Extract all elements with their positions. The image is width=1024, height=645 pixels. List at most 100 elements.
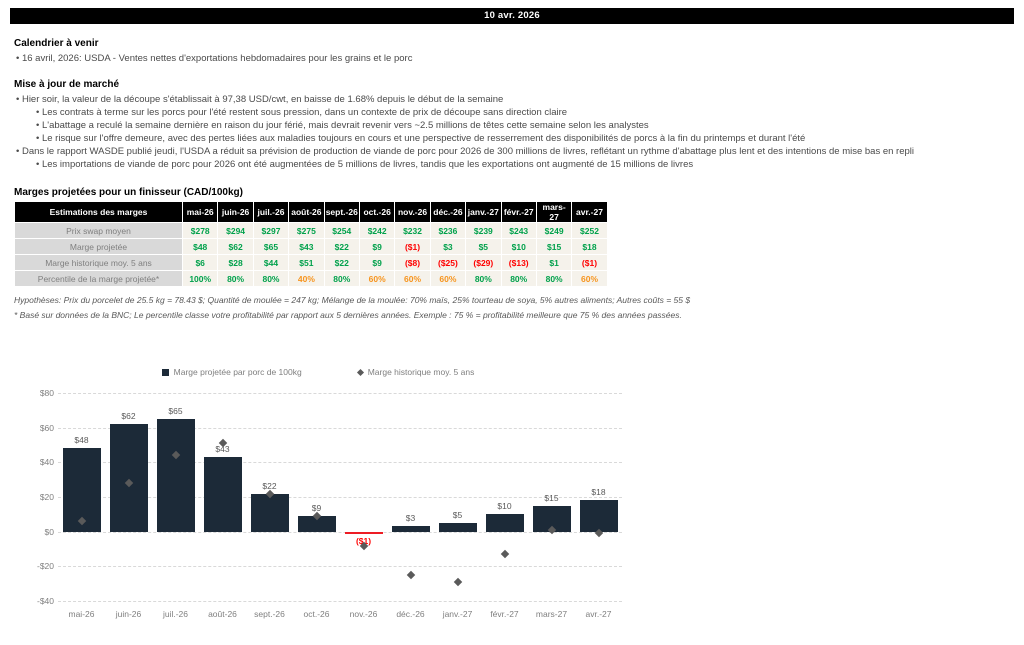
table-value-cell: $249: [535, 222, 573, 239]
table-value-cell: 100%: [181, 270, 219, 287]
bar-value-label: $22: [262, 480, 277, 491]
market-update-section-title: Mise à jour de marché: [14, 79, 120, 90]
market-update-bullet-list: • Hier soir, la valeur de la découpe s'é…: [14, 93, 1010, 171]
table-value-cell: $48: [181, 238, 219, 255]
bar-value-label: $10: [497, 501, 512, 512]
x-axis-category-label: mars-27: [535, 609, 568, 619]
bar: [344, 531, 383, 534]
y-axis-tick-label: $40: [39, 457, 54, 468]
table-value-cell: $9: [358, 238, 396, 255]
table-header-cell: janv.-27: [465, 201, 502, 223]
legend-item-projected-margin: Marge projetée par porc de 100kg: [161, 367, 302, 377]
table-value-cell: ($1): [394, 238, 431, 255]
table-header-cell: juin-26: [217, 201, 254, 223]
bar-value-label: $3: [405, 513, 416, 524]
table-value-cell: $28: [217, 254, 254, 271]
y-axis-tick-label: -$20: [36, 561, 54, 572]
table-value-cell: 60%: [358, 270, 396, 287]
y-axis-tick-label: $80: [39, 388, 54, 398]
table-header-cell: nov.-26: [394, 201, 431, 223]
report-content: Calendrier à venir • 16 avril, 2026: USD…: [10, 38, 1014, 623]
x-axis-category-label: janv.-27: [442, 609, 473, 619]
table-value-cell: 40%: [288, 270, 325, 287]
assumptions-note: Hypothèses: Prix du porcelet de 25.5 kg …: [14, 295, 691, 305]
table-value-cell: 60%: [429, 270, 467, 287]
table-value-cell: $15: [535, 238, 573, 255]
table-header-cell: juil.-26: [252, 201, 290, 223]
table-value-cell: ($1): [571, 254, 608, 271]
legend-item-historical-margin: Marge historique moy. 5 ans: [356, 367, 475, 377]
table-header-cell: févr.-27: [500, 201, 537, 223]
table-value-cell: $278: [181, 222, 219, 239]
bar: [297, 516, 336, 532]
bar: [391, 526, 430, 532]
margins-table-head: Estimations des marges mai-26 juin-26 juil.…: [14, 201, 608, 223]
bullet-item: • Les importations de viande de porc pou…: [36, 159, 694, 170]
table-value-cell: $232: [394, 222, 431, 239]
margins-chart: Marge projetée par porc de 100kg Marge h…: [14, 367, 1010, 623]
table-value-cell: $9: [358, 254, 396, 271]
y-axis-tick-label: $20: [39, 492, 54, 502]
bar: [203, 457, 242, 532]
bar: [485, 514, 524, 532]
margins-table-body: Prix swap moyen $278 $294 $297 $275 $254 $242 $…: [14, 222, 608, 287]
chart-plot-area: $80 $60 $40 $20 $0 -$20 -$40 $48 $62 $65 $43 $22 $9 (…: [37, 388, 622, 606]
legend-label-projected: Marge projetée par porc de 100kg: [173, 367, 302, 377]
table-value-cell: $1: [535, 254, 573, 271]
x-axis-category-label: juil.-26: [162, 609, 189, 619]
gridline: [58, 427, 622, 429]
table-value-cell: $44: [252, 254, 290, 271]
y-axis-tick-label: $0: [44, 526, 54, 537]
gridline: [58, 531, 622, 533]
table-value-cell: $275: [288, 222, 325, 239]
bullet-item: • Le risque sur l'offre demeure, avec de…: [36, 133, 806, 144]
bullet-item: • Hier soir, la valeur de la découpe s'é…: [16, 94, 504, 105]
table-header-cell: Estimations des marges: [14, 201, 183, 223]
x-axis-category-label: août-26: [208, 609, 237, 619]
table-value-cell: $65: [252, 238, 290, 255]
table-value-cell: ($13): [500, 254, 537, 271]
table-value-cell: $22: [323, 238, 360, 255]
x-axis-category-label: sept.-26: [254, 609, 285, 619]
table-value-cell: $254: [323, 222, 360, 239]
bar-value-label: $15: [544, 492, 559, 503]
table-value-cell: $10: [500, 238, 537, 255]
table-value-cell: ($29): [465, 254, 502, 271]
table-value-cell: $6: [181, 254, 219, 271]
diamond-series-swatch-icon: [356, 368, 364, 376]
gridline: [58, 497, 622, 498]
percentile-note: * Basé sur données de la BNC; Le percent…: [14, 310, 682, 320]
legend-label-historical: Marge historique moy. 5 ans: [367, 367, 475, 377]
x-axis-category-label: juin-26: [115, 609, 142, 619]
gridline: [58, 601, 622, 602]
bullet-item: • Dans le rapport WASDE publié jeudi, l'…: [16, 146, 915, 157]
table-value-cell: $242: [358, 222, 396, 239]
table-value-cell: ($25): [429, 254, 467, 271]
bar-value-label: $48: [74, 435, 89, 446]
bullet-item: • 16 avril, 2026: USDA - Ventes nettes d…: [16, 53, 413, 64]
bar: [250, 493, 289, 532]
historical-margin-diamond-marker: [594, 529, 603, 538]
bar: [109, 424, 148, 532]
table-value-cell: ($8): [394, 254, 431, 271]
historical-margin-diamond-marker: [500, 549, 509, 559]
table-value-cell: 80%: [465, 270, 502, 287]
y-axis-tick-label: -$40: [36, 596, 54, 606]
table-value-cell: 80%: [252, 270, 290, 287]
table-notes: Hypothèses: Prix du porcelet de 25.5 kg …: [14, 293, 1010, 323]
x-axis-category-label: oct.-26: [303, 609, 330, 619]
margins-table: Estimations des marges mai-26 juin-26 juil.…: [14, 201, 608, 287]
table-row: Percentile de la marge projetée* 100% 80% 8…: [14, 270, 608, 287]
x-axis-category-label: nov.-26: [349, 609, 378, 619]
table-value-cell: $22: [323, 254, 360, 271]
table-value-cell: $62: [217, 238, 254, 255]
row-label-cell: Prix swap moyen: [14, 222, 183, 239]
table-value-cell: $18: [571, 238, 608, 255]
bar-value-label: $18: [591, 487, 606, 498]
table-value-cell: $236: [429, 222, 467, 239]
calendar-section-title: Calendrier à venir: [14, 38, 99, 49]
bar-value-label: ($1): [340, 536, 387, 546]
gridline: [58, 393, 622, 394]
table-header-row: Estimations des marges mai-26 juin-26 juil.…: [14, 201, 608, 223]
